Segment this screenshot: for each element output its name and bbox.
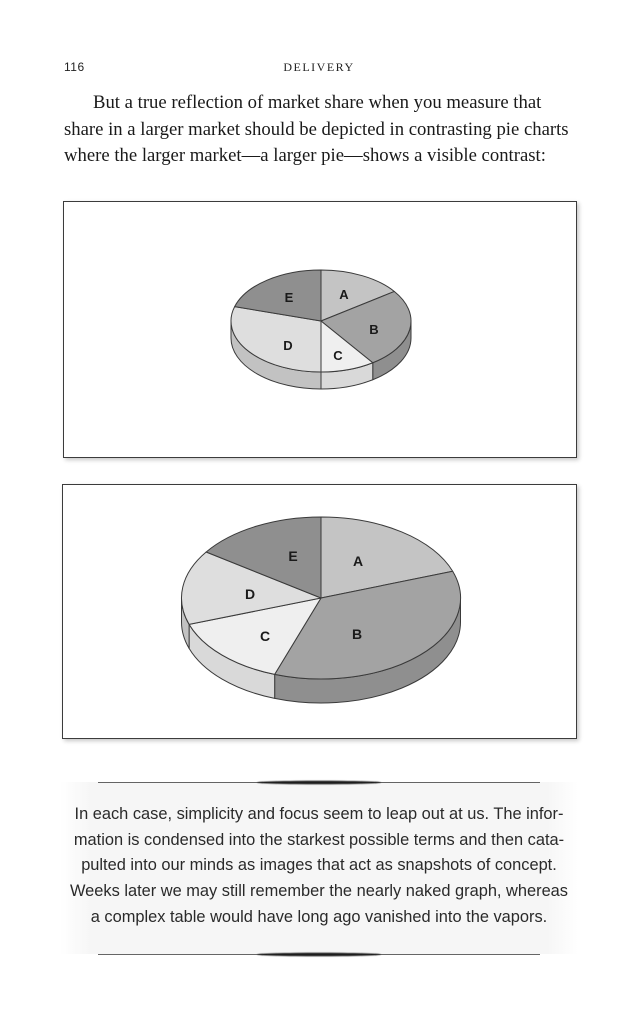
svg-text:A: A: [353, 553, 363, 569]
svg-text:C: C: [260, 628, 270, 644]
svg-text:A: A: [339, 287, 349, 302]
svg-text:D: D: [283, 338, 292, 353]
svg-text:C: C: [333, 348, 343, 363]
svg-text:E: E: [288, 548, 297, 564]
svg-text:E: E: [285, 290, 294, 305]
svg-text:D: D: [245, 586, 255, 602]
svg-text:B: B: [352, 626, 362, 642]
svg-text:B: B: [369, 322, 378, 337]
